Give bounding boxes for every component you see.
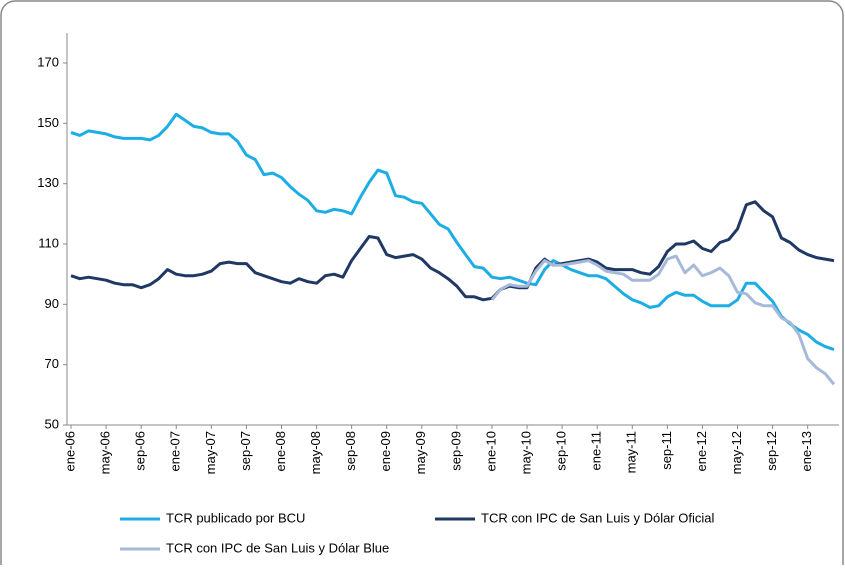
- x-tick-label: sep-09: [448, 431, 463, 471]
- x-tick-label: ene-10: [483, 431, 498, 471]
- y-tick-label: 50: [45, 416, 59, 431]
- x-tick-label: may-07: [203, 431, 218, 474]
- x-tick-label: sep-07: [238, 431, 253, 471]
- y-tick-label: 130: [37, 175, 59, 190]
- x-tick-label: sep-12: [764, 431, 779, 471]
- x-tick-label: ene-09: [378, 431, 393, 471]
- x-tick-label: may-06: [98, 431, 113, 474]
- x-tick-label: sep-11: [659, 431, 674, 470]
- x-tick-label: may-09: [413, 431, 428, 474]
- x-tick-label: ene-06: [62, 431, 77, 471]
- y-tick-label: 110: [38, 235, 59, 250]
- y-tick-label: 90: [45, 296, 59, 311]
- series-line: [490, 254, 836, 386]
- x-tick-label: ene-11: [589, 431, 604, 471]
- x-tick-label: may-08: [308, 431, 323, 474]
- x-tick-label: ene-12: [694, 431, 709, 471]
- x-tick-label: may-12: [729, 431, 744, 474]
- y-tick-label: 170: [37, 54, 59, 69]
- series-line: [70, 200, 835, 302]
- legend-label: TCR publicado por BCU: [166, 510, 305, 525]
- series-line: [70, 112, 835, 352]
- legend-label: TCR con IPC de San Luis y Dólar Oficial: [481, 510, 714, 525]
- x-tick-label: sep-06: [133, 431, 148, 471]
- y-tick-label: 150: [37, 115, 59, 130]
- x-tick-label: ene-07: [168, 431, 183, 471]
- x-tick-label: ene-13: [799, 431, 814, 471]
- x-tick-label: may-11: [624, 431, 639, 473]
- x-tick-label: sep-10: [554, 431, 569, 471]
- y-tick-label: 70: [45, 356, 59, 371]
- x-tick-label: may-10: [518, 431, 533, 474]
- x-tick-label: sep-08: [343, 431, 358, 471]
- x-tick-label: ene-08: [273, 431, 288, 471]
- legend-label: TCR con IPC de San Luis y Dólar Blue: [166, 540, 389, 555]
